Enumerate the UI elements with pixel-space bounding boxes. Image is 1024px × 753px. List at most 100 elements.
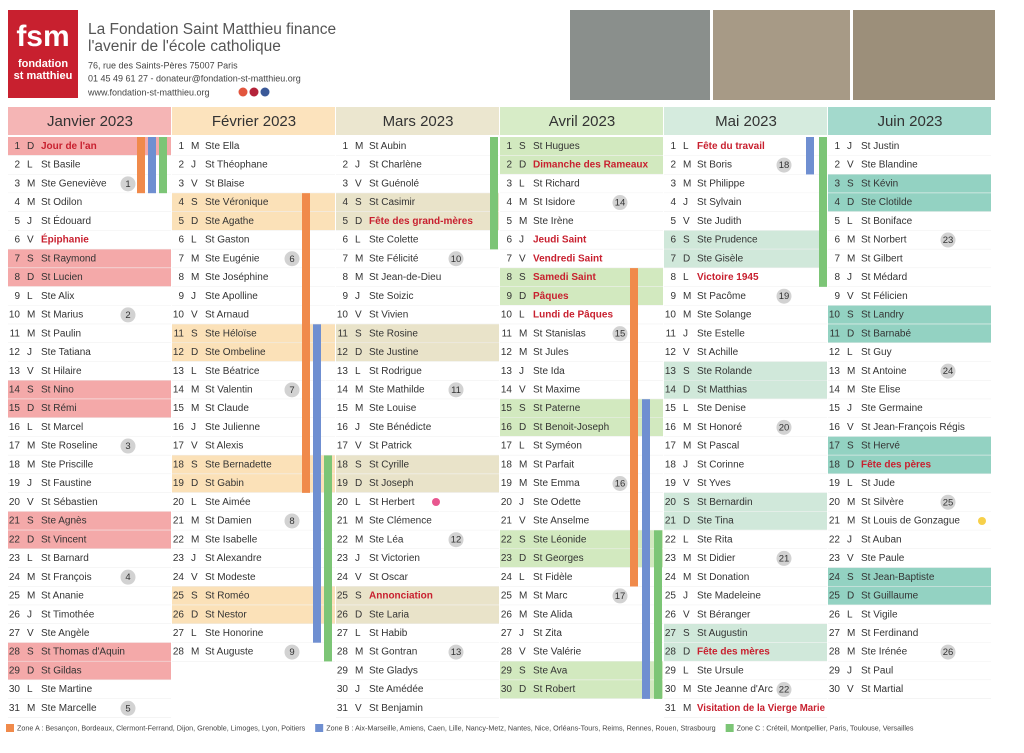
day-number: 23 — [829, 553, 841, 564]
holiday-bar — [654, 530, 662, 699]
saint-name: St Marius — [41, 310, 83, 321]
day-row — [8, 193, 171, 212]
saint-name: Ste Tina — [697, 516, 734, 527]
saint-name: Ste Rosine — [369, 328, 418, 339]
day-row — [500, 137, 663, 156]
day-letter: L — [27, 422, 33, 433]
saint-name: St Blaise — [205, 178, 245, 189]
saint-name: St Sébastien — [41, 497, 98, 508]
holiday-bar — [302, 193, 310, 493]
saint-name: Ste Tatiana — [41, 347, 91, 358]
day-row — [336, 549, 499, 568]
day-row — [172, 230, 335, 249]
holiday-bar — [490, 137, 498, 250]
week-number: 7 — [289, 385, 294, 396]
day-number: 4 — [14, 197, 20, 208]
week-badge — [940, 644, 956, 660]
saint-name: St Norbert — [861, 235, 907, 246]
day-letter: V — [355, 572, 362, 583]
day-row — [664, 511, 827, 530]
day-number: 22 — [173, 534, 185, 545]
day-letter: M — [519, 328, 527, 339]
day-row — [664, 567, 827, 587]
week-badge — [612, 476, 628, 492]
day-number: 4 — [178, 197, 184, 208]
photo — [853, 10, 995, 100]
day-number: 20 — [173, 497, 185, 508]
day-row — [8, 268, 171, 287]
day-row — [336, 268, 499, 287]
day-number: 9 — [834, 291, 840, 302]
day-letter: J — [847, 534, 852, 545]
saint-name: St Landry — [861, 310, 904, 321]
day-letter: M — [355, 253, 363, 264]
day-row — [172, 530, 335, 549]
day-number: 18 — [829, 459, 841, 470]
day-row — [336, 230, 499, 249]
day-number: 30 — [829, 684, 841, 695]
day-letter: S — [191, 591, 198, 602]
day-number: 28 — [665, 647, 677, 658]
day-letter: V — [519, 516, 526, 527]
holiday-bar — [642, 399, 650, 699]
day-row — [500, 605, 663, 624]
day-letter: M — [191, 253, 199, 264]
day-row — [500, 661, 663, 680]
month-title: Avril 2023 — [549, 113, 615, 130]
title: La Fondation Saint Matthieu finance — [88, 21, 336, 38]
day-number: 29 — [829, 665, 841, 676]
day-row — [828, 586, 991, 605]
saint-name: St Thomas d'Aquin — [41, 647, 125, 658]
day-number: 5 — [14, 216, 20, 227]
day-row — [336, 623, 499, 643]
day-letter: M — [519, 591, 527, 602]
day-number: 14 — [173, 384, 185, 395]
saint-name: St Alexis — [205, 441, 243, 452]
saint-name: Ste Gisèle — [697, 253, 744, 264]
day-row — [336, 324, 499, 343]
day-letter: D — [191, 609, 198, 620]
photo — [570, 10, 710, 100]
day-number: 18 — [173, 459, 185, 470]
saint-name: Fête des mères — [697, 647, 770, 658]
saint-name: St Augustin — [697, 628, 748, 639]
day-row — [500, 530, 663, 549]
day-row — [8, 286, 171, 306]
day-letter: M — [355, 534, 363, 545]
saint-name: Ste Rita — [697, 534, 733, 545]
day-row — [828, 268, 991, 287]
day-row — [172, 436, 335, 455]
day-number: 4 — [670, 197, 676, 208]
logo-tagline: POUR L'ÉCOLE CATHOLIQUE — [11, 89, 74, 95]
day-row — [664, 492, 827, 512]
saint-name: Fête des pères — [861, 459, 931, 470]
week-badge — [776, 550, 792, 566]
day-number: 18 — [665, 459, 677, 470]
day-letter: M — [355, 647, 363, 658]
week-badge — [284, 644, 300, 660]
saint-name: St Joseph — [369, 478, 413, 489]
day-letter: D — [27, 272, 34, 283]
day-number: 25 — [337, 591, 349, 602]
day-letter: M — [847, 366, 855, 377]
day-letter: M — [847, 235, 855, 246]
saint-name: St Aubin — [369, 141, 406, 152]
day-number: 26 — [829, 609, 841, 620]
saint-name: St Théophane — [205, 160, 268, 171]
day-row — [336, 511, 499, 530]
day-letter: V — [27, 366, 34, 377]
address: 76, rue des Saints-Pères 75007 Paris — [88, 60, 238, 70]
day-row — [172, 268, 335, 287]
saint-name: St Pacôme — [697, 291, 746, 302]
day-row — [336, 155, 499, 174]
saint-name: St Stanislas — [533, 328, 586, 339]
saint-name: St Gaston — [205, 235, 249, 246]
day-row — [500, 642, 663, 661]
saint-name: Ste Eugénie — [205, 253, 260, 264]
day-row — [828, 324, 991, 343]
saint-name: Ste Emma — [533, 478, 580, 489]
saint-name: St Benjamin — [369, 703, 423, 714]
day-letter: M — [683, 422, 691, 433]
day-letter: J — [847, 141, 852, 152]
saint-name: St Benoit-Joseph — [533, 422, 609, 433]
